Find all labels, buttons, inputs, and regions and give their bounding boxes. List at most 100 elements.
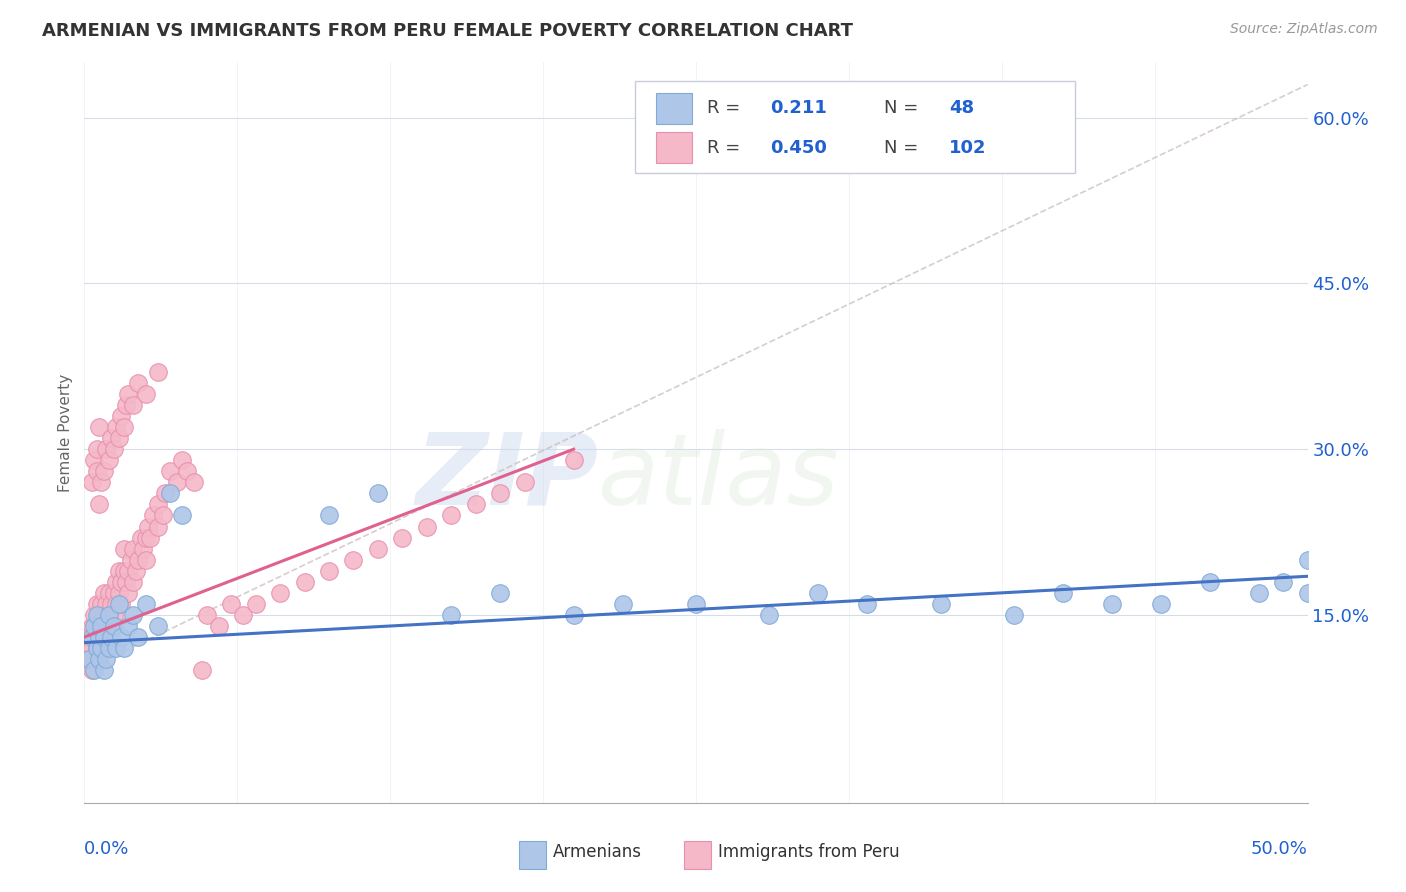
Point [107, 586, 129, 600]
Point [159, 486, 181, 500]
Point [1296, 552, 1319, 566]
Point [93, 586, 115, 600]
Point [1052, 586, 1074, 600]
Point [172, 508, 194, 523]
Point [110, 597, 132, 611]
Point [80, 630, 103, 644]
Point [136, 519, 159, 533]
Point [83, 663, 105, 677]
Text: 0.211: 0.211 [770, 100, 828, 118]
Point [294, 574, 316, 589]
Point [135, 387, 157, 401]
FancyBboxPatch shape [636, 81, 1076, 173]
Bar [519, 840, 546, 869]
Text: Source: ZipAtlas.com: Source: ZipAtlas.com [1230, 22, 1378, 37]
Point [440, 607, 463, 622]
Point [103, 442, 125, 457]
Point [83, 630, 105, 644]
Point [86, 641, 108, 656]
Point [80, 475, 103, 490]
Point [103, 619, 125, 633]
Point [86, 464, 108, 478]
Point [83, 652, 105, 666]
Point [107, 431, 129, 445]
Point [87, 652, 110, 666]
Point [127, 552, 149, 566]
Point [112, 420, 135, 434]
Point [391, 531, 413, 545]
Point [100, 619, 122, 633]
Point [489, 486, 512, 500]
Point [183, 475, 205, 490]
Text: N =: N = [884, 138, 924, 157]
Text: 0.0%: 0.0% [84, 840, 129, 858]
Point [176, 464, 198, 478]
Point [97, 607, 120, 622]
Point [115, 574, 138, 589]
Point [112, 564, 135, 578]
Point [342, 552, 364, 566]
Point [318, 508, 340, 523]
Point [115, 398, 138, 412]
Point [856, 597, 879, 611]
Point [1101, 597, 1123, 611]
Point [807, 586, 830, 600]
Point [117, 564, 139, 578]
Point [416, 519, 439, 533]
Point [93, 663, 115, 677]
Point [107, 597, 129, 611]
Point [232, 607, 254, 622]
Point [367, 486, 389, 500]
Text: R =: R = [707, 100, 747, 118]
Point [107, 564, 129, 578]
Point [93, 464, 115, 478]
Bar [655, 132, 692, 163]
Point [80, 663, 103, 677]
Point [191, 663, 214, 677]
Point [195, 607, 218, 622]
Point [97, 607, 120, 622]
Point [1150, 597, 1173, 611]
Point [146, 519, 169, 533]
Point [166, 475, 188, 490]
Point [110, 630, 132, 644]
Point [110, 409, 132, 423]
Point [269, 586, 291, 600]
Text: Armenians: Armenians [553, 844, 643, 862]
Point [93, 630, 115, 644]
Point [489, 586, 512, 600]
Point [208, 619, 231, 633]
Point [93, 630, 115, 644]
Point [122, 541, 145, 556]
Point [612, 597, 634, 611]
Point [139, 531, 162, 545]
Point [87, 607, 110, 622]
Point [146, 619, 169, 633]
Text: 48: 48 [949, 100, 974, 118]
Point [122, 607, 145, 622]
Point [80, 619, 103, 633]
Point [86, 641, 108, 656]
Point [93, 607, 115, 622]
Point [159, 464, 181, 478]
Text: ZIP: ZIP [415, 428, 598, 525]
Point [112, 641, 135, 656]
Point [1002, 607, 1025, 622]
Point [132, 541, 155, 556]
Point [90, 475, 112, 490]
Point [318, 564, 340, 578]
Point [146, 365, 169, 379]
Point [87, 420, 110, 434]
Point [87, 498, 110, 512]
Point [96, 619, 118, 633]
Point [83, 607, 105, 622]
Point [77, 652, 100, 666]
Text: R =: R = [707, 138, 747, 157]
Point [100, 431, 122, 445]
Point [86, 607, 108, 622]
Point [440, 508, 463, 523]
Point [97, 453, 120, 467]
Point [96, 597, 118, 611]
Point [105, 597, 128, 611]
Point [219, 597, 242, 611]
